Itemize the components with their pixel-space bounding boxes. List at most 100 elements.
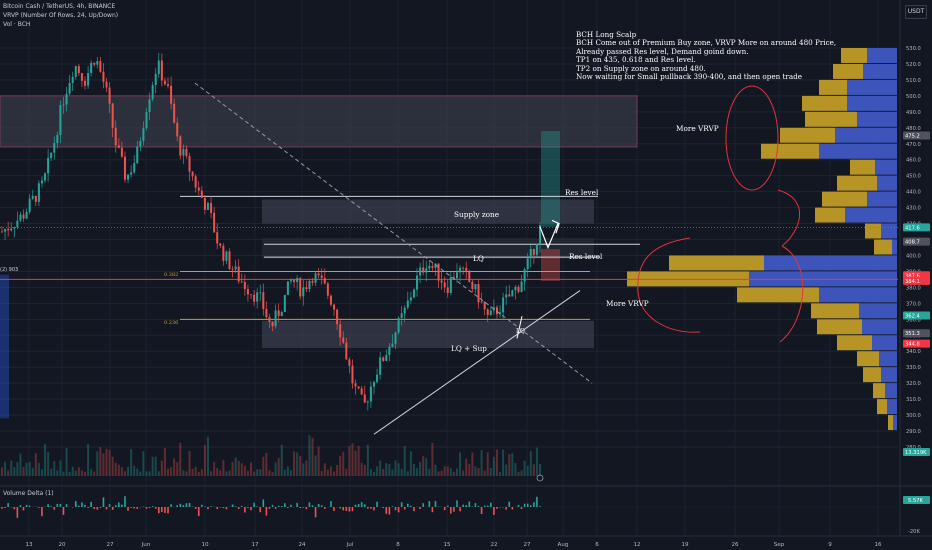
volume-bar bbox=[437, 471, 440, 476]
delta-bar bbox=[4, 507, 6, 509]
delta-bar bbox=[65, 504, 68, 507]
candle-body bbox=[326, 283, 329, 296]
volume-bar bbox=[465, 458, 468, 476]
volume-bar bbox=[213, 462, 216, 476]
volume-bar bbox=[19, 453, 22, 476]
candle-body bbox=[262, 292, 265, 309]
candle-body bbox=[265, 308, 268, 318]
delta-bar bbox=[188, 502, 191, 507]
delta-bar bbox=[450, 507, 452, 514]
idea-note: BCH Long Scalp BCH Come out of Premium B… bbox=[576, 30, 836, 81]
volume-bar bbox=[216, 467, 219, 476]
volume-bar bbox=[185, 471, 188, 476]
delta-bar bbox=[446, 505, 449, 507]
vrvp-bar-down bbox=[761, 143, 819, 159]
symbol-legend[interactable]: Bitcoin Cash / TetherUS, 4h, BINANCE bbox=[3, 3, 116, 10]
volume-bar bbox=[480, 450, 483, 476]
delta-bar bbox=[407, 503, 409, 507]
candle-body bbox=[465, 267, 468, 272]
volume-bar bbox=[274, 462, 277, 476]
candle-body bbox=[336, 309, 339, 325]
vrvp-bar-up bbox=[863, 63, 897, 79]
candle-body bbox=[148, 99, 151, 112]
delta-bar bbox=[428, 501, 431, 507]
price-badge bbox=[903, 237, 930, 246]
volume-bar bbox=[77, 467, 80, 476]
price-badge bbox=[903, 448, 930, 456]
candle-body bbox=[483, 301, 486, 310]
delta-bar bbox=[520, 507, 523, 510]
delta-bar bbox=[354, 504, 357, 507]
volume-bar bbox=[422, 456, 425, 476]
price-badge-label: 417.6 bbox=[905, 225, 920, 231]
volume-bar bbox=[34, 453, 37, 476]
delta-bar bbox=[216, 507, 218, 510]
more-vrvp-mid-label: More VRVP bbox=[606, 299, 649, 308]
candle-body bbox=[511, 290, 514, 297]
candle-body bbox=[514, 286, 517, 291]
price-badge bbox=[903, 339, 930, 348]
candle-body bbox=[388, 346, 391, 355]
delta-bar bbox=[176, 505, 179, 507]
volume-bar bbox=[16, 462, 19, 476]
price-badge bbox=[903, 131, 930, 140]
candle-body bbox=[65, 93, 68, 105]
volume-bar bbox=[455, 468, 458, 476]
time-axis[interactable]: 13 20 27 Jun 10 17 24 Jul 8 15 22 27 Aug 6 12 19 26 Sep 9 1… bbox=[0, 535, 932, 548]
candle-body bbox=[520, 281, 523, 293]
delta-bar bbox=[53, 507, 56, 510]
delta-bar bbox=[456, 500, 458, 507]
delta-bar bbox=[59, 503, 62, 507]
candle-body bbox=[286, 281, 289, 295]
volume-legend[interactable]: Vol · BCH bbox=[3, 21, 31, 28]
candle-body bbox=[25, 211, 28, 219]
volume-bar bbox=[160, 460, 163, 476]
vrvp-bar-down bbox=[822, 191, 867, 207]
candle-body bbox=[431, 266, 434, 268]
volume-bar bbox=[250, 462, 253, 476]
delta-bar bbox=[111, 507, 114, 510]
delta-bar bbox=[333, 507, 335, 511]
currency-button[interactable]: USDT bbox=[905, 5, 927, 19]
candle-body bbox=[486, 309, 489, 316]
delta-bar bbox=[480, 507, 483, 514]
volume-bar bbox=[120, 467, 123, 476]
delta-bar bbox=[400, 502, 403, 507]
delta-bar bbox=[388, 507, 391, 515]
volume-bar bbox=[173, 458, 176, 476]
volume-bar bbox=[225, 471, 228, 476]
candle-body bbox=[357, 386, 360, 389]
volume-bar bbox=[210, 471, 213, 476]
candle-body bbox=[253, 294, 256, 302]
vrvp-bar-down bbox=[877, 399, 887, 415]
delta-bar bbox=[161, 507, 163, 512]
delta-bar bbox=[265, 507, 268, 516]
price-badge-label: 344.8 bbox=[905, 342, 920, 348]
annotation-bracket-right bbox=[779, 245, 804, 343]
candle-body bbox=[409, 297, 412, 301]
volume-bar bbox=[323, 463, 326, 476]
candle-body bbox=[222, 245, 225, 261]
delta-bar bbox=[62, 507, 65, 515]
delta-badge bbox=[903, 496, 930, 504]
volume-bar bbox=[314, 455, 317, 476]
drawings[interactable] bbox=[194, 82, 804, 482]
delta-bar bbox=[508, 501, 511, 507]
delta-bar bbox=[373, 507, 375, 511]
volume-bar bbox=[59, 460, 62, 476]
volume-bar bbox=[117, 464, 120, 476]
price-badge-label: 351.3 bbox=[905, 331, 920, 337]
price-tick-label: 430.0 bbox=[906, 206, 921, 212]
volume-delta-title[interactable]: Volume Delta (1) bbox=[3, 490, 54, 497]
candle-body bbox=[437, 263, 440, 281]
vrvp-bar-down bbox=[850, 159, 875, 175]
candle-body bbox=[502, 297, 505, 313]
candle-body bbox=[102, 71, 105, 82]
candle-body bbox=[443, 282, 446, 288]
target-box bbox=[541, 130, 560, 227]
price-axis[interactable]: 530.0 520.0 510.0 500.0 490.0 480.0 470.0 460.0… bbox=[899, 0, 930, 536]
vrvp-bar-up bbox=[859, 303, 897, 319]
vrvp-legend[interactable]: VRVP (Number Of Rows, 24, Up/Down) bbox=[3, 12, 119, 19]
vrvp-bar-down bbox=[780, 127, 835, 143]
